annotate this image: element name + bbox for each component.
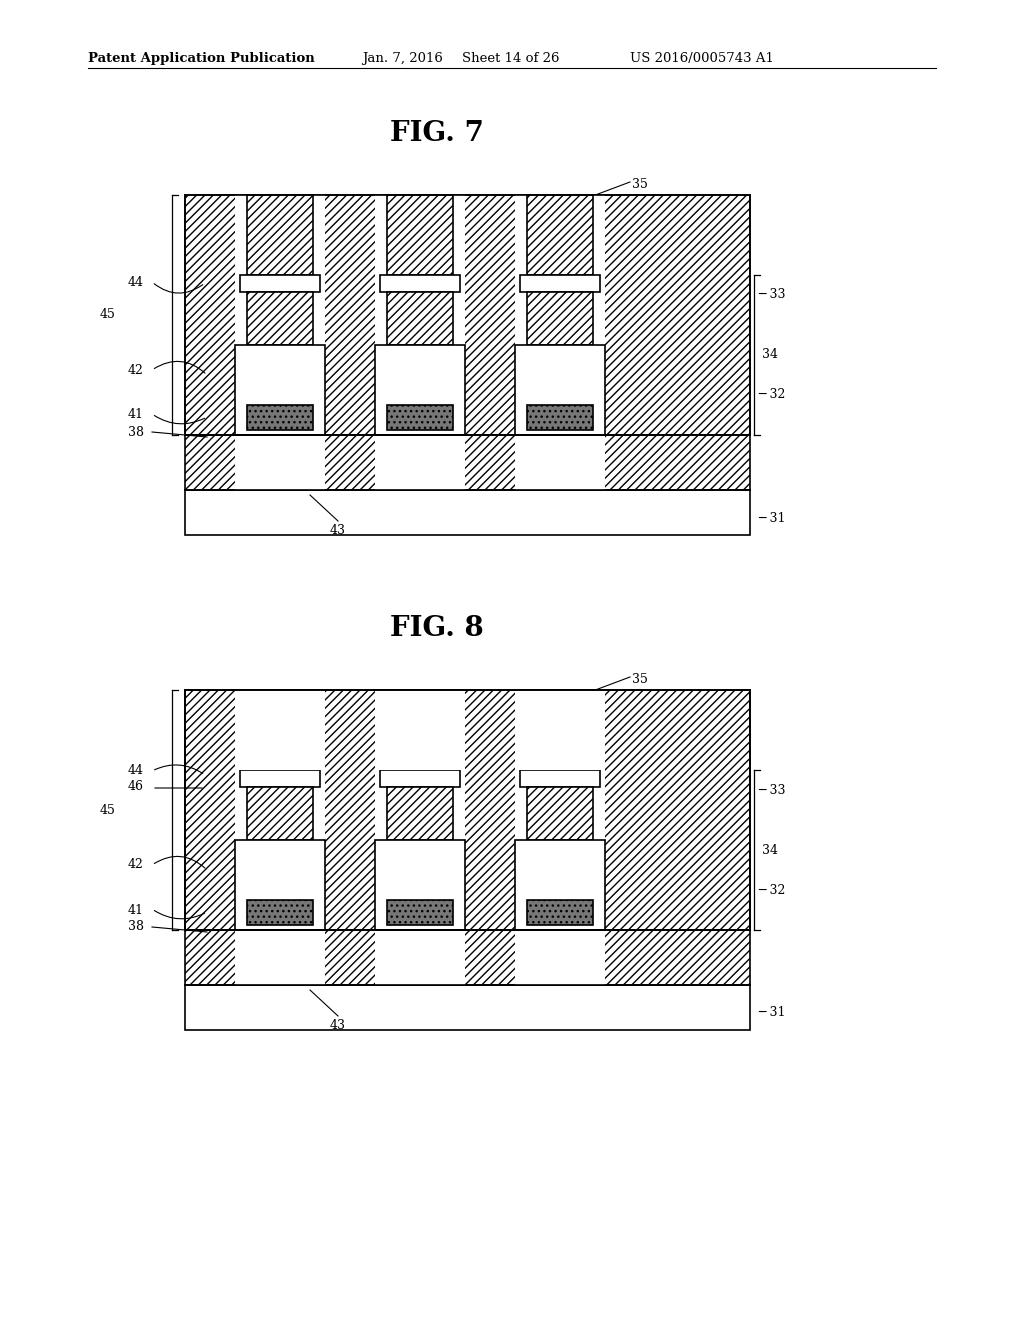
Text: ─ 33: ─ 33 <box>758 784 785 796</box>
Bar <box>185 195 750 436</box>
Text: 35: 35 <box>632 673 648 686</box>
Text: FIG. 7: FIG. 7 <box>390 120 484 147</box>
Bar <box>234 690 325 770</box>
Bar <box>375 690 465 770</box>
Bar <box>375 345 465 436</box>
Bar <box>515 195 605 436</box>
Bar <box>185 690 750 931</box>
Text: 35: 35 <box>632 178 648 191</box>
Text: 34: 34 <box>762 843 778 857</box>
Bar <box>527 405 593 430</box>
Text: ─ 32: ─ 32 <box>758 883 785 896</box>
Text: 42: 42 <box>128 363 144 376</box>
Bar <box>234 195 325 436</box>
Bar <box>375 840 465 931</box>
Bar <box>380 275 460 292</box>
Bar <box>185 931 750 985</box>
Text: Jan. 7, 2016: Jan. 7, 2016 <box>362 51 442 65</box>
Bar <box>185 195 750 436</box>
Bar <box>234 436 325 490</box>
Bar <box>234 345 325 436</box>
Text: ─ 33: ─ 33 <box>758 289 785 301</box>
Text: US 2016/0005743 A1: US 2016/0005743 A1 <box>630 51 774 65</box>
Text: 45: 45 <box>100 309 116 322</box>
Bar <box>375 436 465 490</box>
Text: 41: 41 <box>128 903 144 916</box>
Bar <box>185 985 750 1030</box>
Bar <box>527 690 593 770</box>
Bar <box>387 405 453 430</box>
Text: ─ 32: ─ 32 <box>758 388 785 401</box>
Bar <box>247 292 313 345</box>
Bar <box>185 690 750 931</box>
Bar <box>387 690 453 770</box>
Text: Sheet 14 of 26: Sheet 14 of 26 <box>462 51 559 65</box>
Bar <box>240 770 319 787</box>
Text: 44: 44 <box>128 276 144 289</box>
Bar <box>515 436 605 490</box>
Bar <box>515 345 605 436</box>
Bar <box>247 195 313 275</box>
Text: Patent Application Publication: Patent Application Publication <box>88 51 314 65</box>
Text: 34: 34 <box>762 348 778 362</box>
Text: 44: 44 <box>128 763 144 776</box>
Bar <box>380 770 460 787</box>
Bar <box>234 931 325 985</box>
Bar <box>515 690 605 770</box>
Text: FIG. 8: FIG. 8 <box>390 615 483 642</box>
Text: ─ 31: ─ 31 <box>758 1006 785 1019</box>
Bar <box>185 436 750 490</box>
Bar <box>185 490 750 535</box>
Bar <box>387 900 453 925</box>
Bar <box>247 900 313 925</box>
Text: 38: 38 <box>128 425 144 438</box>
Bar <box>247 690 313 770</box>
Bar <box>234 690 325 931</box>
Bar <box>240 275 319 292</box>
Bar <box>520 275 600 292</box>
Text: 38: 38 <box>128 920 144 933</box>
Bar <box>520 770 600 787</box>
Text: 45: 45 <box>100 804 116 817</box>
Bar <box>527 195 593 275</box>
Text: 41: 41 <box>128 408 144 421</box>
Bar <box>515 840 605 931</box>
Bar <box>247 690 313 770</box>
Bar <box>234 840 325 931</box>
Text: ─ 31: ─ 31 <box>758 511 785 524</box>
Bar <box>387 195 453 275</box>
Bar <box>247 787 313 840</box>
Bar <box>185 690 750 931</box>
Text: 42: 42 <box>128 858 144 871</box>
Bar <box>387 787 453 840</box>
Bar <box>515 931 605 985</box>
Bar <box>515 690 605 931</box>
Text: 46: 46 <box>128 780 144 793</box>
Bar <box>527 690 593 770</box>
Bar <box>375 195 465 436</box>
Bar <box>387 292 453 345</box>
Bar <box>375 690 465 931</box>
Bar <box>247 405 313 430</box>
Bar <box>375 931 465 985</box>
Bar <box>527 787 593 840</box>
Bar <box>527 900 593 925</box>
Text: 43: 43 <box>330 1019 346 1032</box>
Bar <box>387 690 453 770</box>
Text: 43: 43 <box>330 524 346 537</box>
Bar <box>527 292 593 345</box>
